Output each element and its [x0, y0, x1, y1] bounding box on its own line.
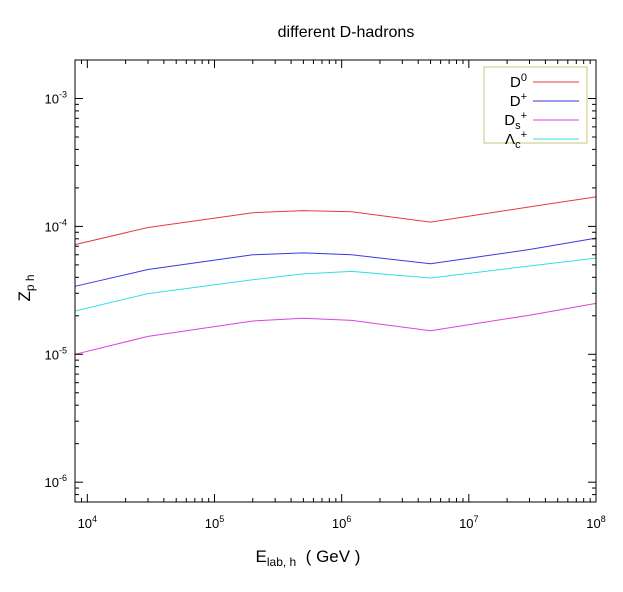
legend: D0D+Ds+Λc+: [483, 66, 588, 151]
x-tick-exp: 8: [601, 514, 606, 524]
legend-label-main: D: [510, 74, 521, 91]
x-tick-exp: 4: [92, 514, 97, 524]
x-tick-base: 10: [586, 516, 600, 531]
y-tick-exp: -3: [59, 90, 67, 100]
legend-label-main: D: [504, 112, 515, 129]
legend-label-sup: +: [521, 91, 527, 103]
legend-label-0: D0: [510, 72, 527, 91]
x-tick-label: 107: [459, 514, 478, 531]
y-tick-base: 10: [45, 219, 59, 234]
legend-label-2: Ds+: [504, 110, 527, 132]
x-tick-label: 104: [78, 514, 97, 531]
legend-label-sub: c: [515, 139, 521, 151]
legend-label-3: Λc+: [505, 129, 527, 151]
legend-label-sup: +: [521, 129, 527, 141]
chart-title: different D-hadrons: [278, 24, 415, 41]
y-axis-label-sub: p h: [23, 274, 37, 291]
legend-label-1: D+: [510, 91, 527, 110]
x-axis-label-main: E: [256, 547, 267, 566]
y-tick-label: 10-6: [45, 473, 67, 490]
legend-label-sub: s: [515, 120, 521, 132]
y-axis-ticks: 10-610-510-410-3: [45, 59, 596, 503]
y-tick-base: 10: [45, 475, 59, 490]
x-tick-base: 10: [205, 516, 219, 531]
y-tick-base: 10: [45, 347, 59, 362]
x-tick-exp: 6: [346, 514, 351, 524]
x-axis-ticks: 104 105 106 107 108: [74, 60, 606, 531]
series-line-0: [74, 196, 597, 246]
y-tick-exp: -5: [59, 345, 67, 355]
y-axis-label-main: Z: [15, 291, 34, 301]
x-tick-base: 10: [459, 516, 473, 531]
x-tick-label: 105: [205, 514, 224, 531]
y-tick-label: 10-4: [45, 217, 67, 234]
y-tick-label: 10-5: [45, 345, 67, 362]
x-tick-base: 10: [332, 516, 346, 531]
x-tick-label: 108: [586, 514, 605, 531]
legend-label-main: Λ: [505, 131, 515, 148]
series-line-1: [74, 237, 597, 287]
y-tick-label: 10-3: [45, 90, 67, 107]
legend-label-main: D: [510, 93, 521, 110]
x-axis-label-sub: lab, h: [267, 555, 296, 569]
x-axis-label: Elab, h ( GeV ): [256, 547, 361, 569]
x-tick-exp: 5: [219, 514, 224, 524]
legend-label-sup: 0: [521, 72, 527, 84]
plot-lines: [74, 196, 597, 355]
legend-box: [483, 66, 588, 144]
x-tick-label: 106: [332, 514, 351, 531]
x-axis-label-unit: ( GeV ): [296, 547, 360, 566]
series-line-2: [74, 302, 597, 355]
y-tick-exp: -4: [59, 217, 67, 227]
x-tick-exp: 7: [474, 514, 479, 524]
series-line-3: [74, 257, 597, 312]
y-tick-exp: -6: [59, 473, 67, 483]
y-tick-base: 10: [45, 92, 59, 107]
x-tick-base: 10: [78, 516, 92, 531]
y-axis-label: Zp h: [15, 274, 37, 301]
legend-label-sup: +: [521, 110, 527, 122]
